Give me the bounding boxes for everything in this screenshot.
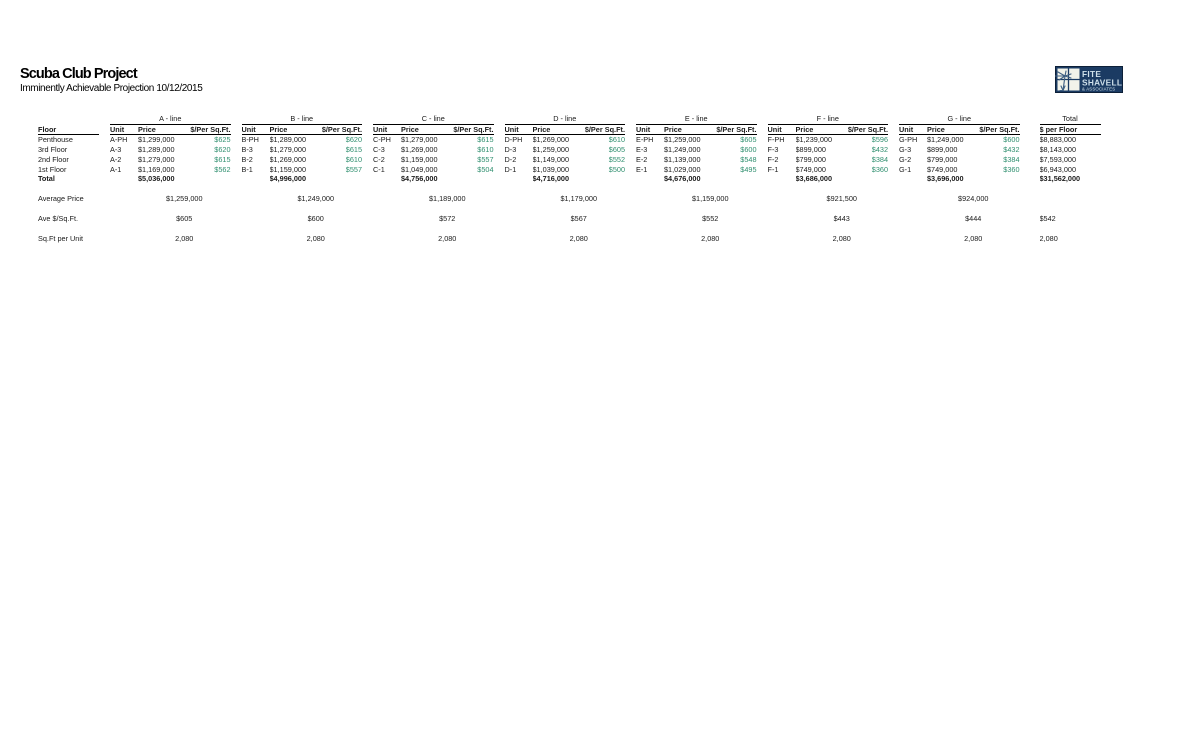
svg-text:& ASSOCIATES: & ASSOCIATES — [1082, 87, 1115, 92]
